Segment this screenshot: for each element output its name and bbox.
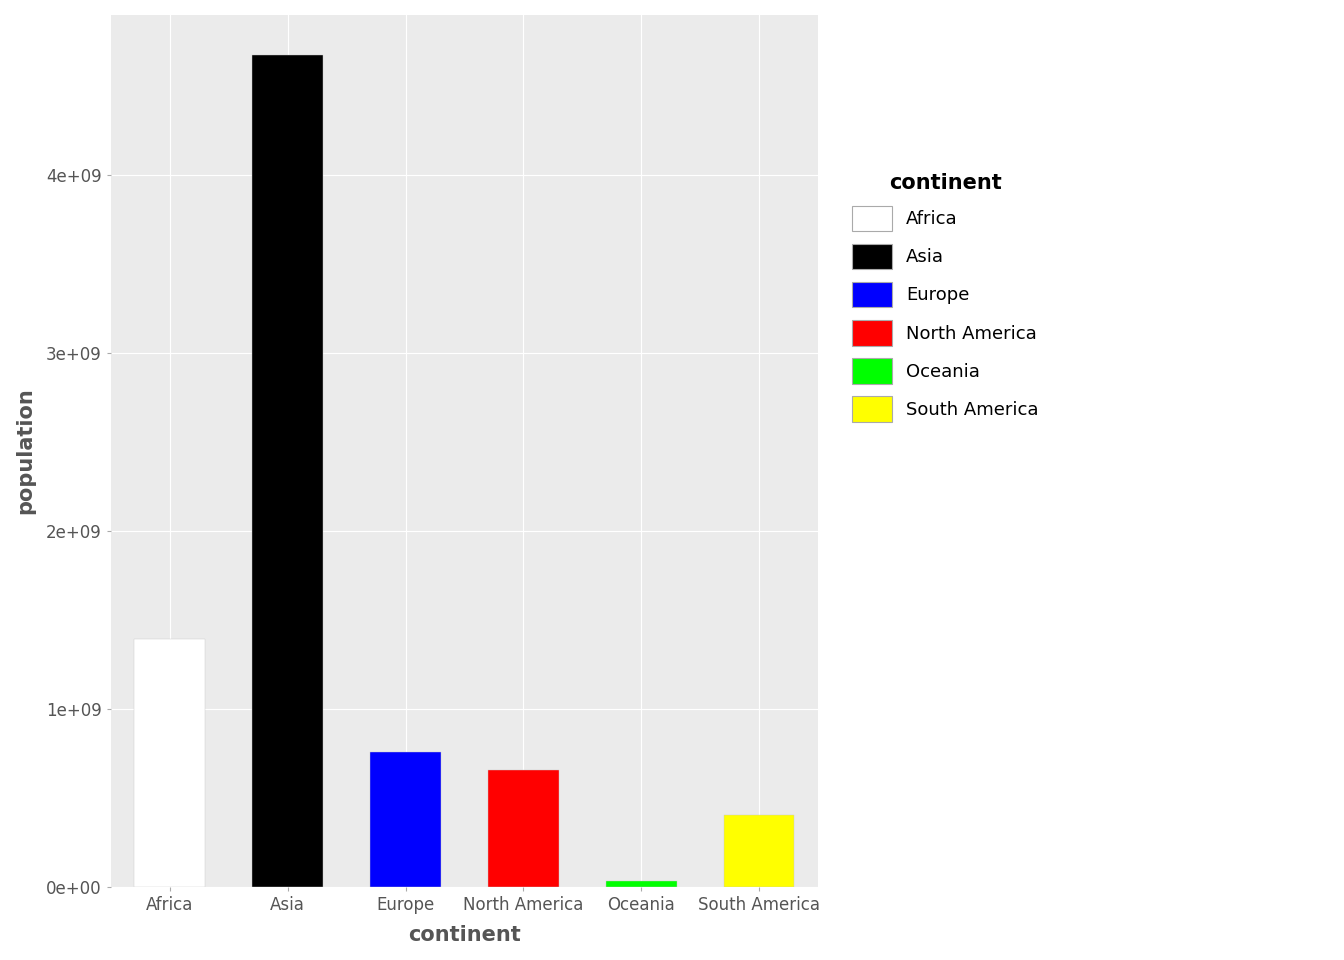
- Bar: [723, 815, 794, 887]
- Y-axis label: population: population: [15, 388, 35, 515]
- X-axis label: continent: continent: [409, 925, 521, 945]
- Bar: [253, 55, 323, 887]
- Bar: [606, 881, 676, 887]
- Bar: [370, 752, 441, 887]
- Bar: [488, 770, 559, 887]
- Legend: Africa, Asia, Europe, North America, Oceania, South America: Africa, Asia, Europe, North America, Oce…: [835, 155, 1056, 440]
- Bar: [134, 638, 206, 887]
